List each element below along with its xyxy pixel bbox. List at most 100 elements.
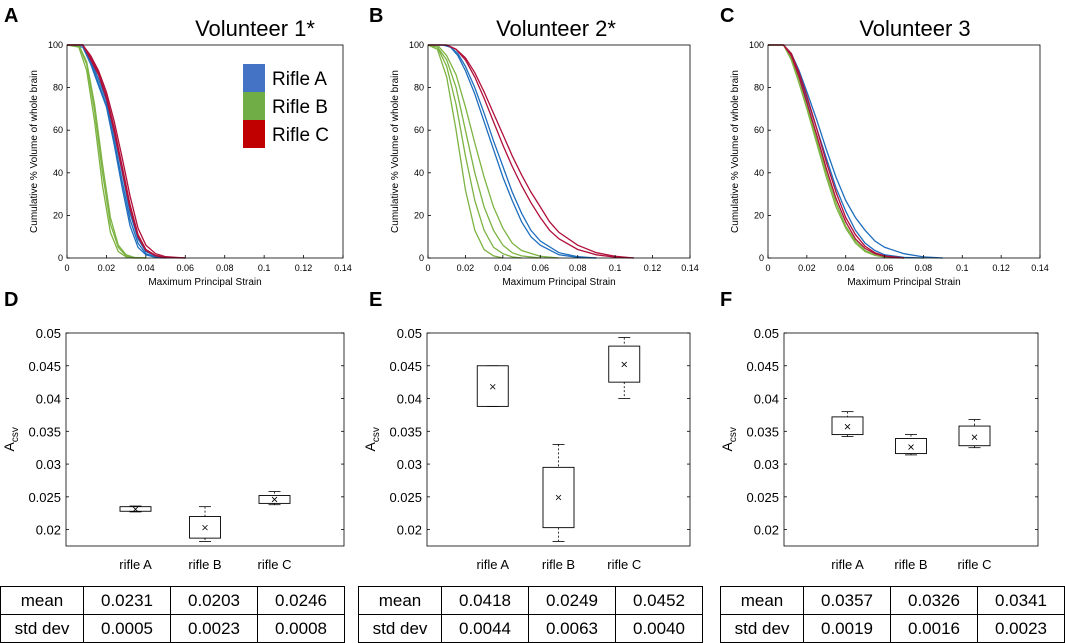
x-tick-label: rifle A <box>476 557 509 572</box>
x-tick-label: 0.08 <box>915 263 933 273</box>
series-rifle-c <box>67 44 186 259</box>
plot-area <box>426 332 691 547</box>
curve-line <box>66 44 146 259</box>
x-tick-label: 0.1 <box>609 263 622 273</box>
curve-line <box>427 44 541 259</box>
x-axis-label: Maximum Principal Strain <box>502 277 615 288</box>
panel-letter: C <box>720 5 734 27</box>
stats-value: 0.0246 <box>257 586 345 615</box>
box-rifle-C <box>958 419 991 449</box>
x-axis-label: Maximum Principal Strain <box>847 277 960 288</box>
curve-line <box>67 44 186 259</box>
y-tick-label: 0.025 <box>746 490 779 505</box>
y-tick-label: 0 <box>58 253 63 263</box>
stats-value: 0.0249 <box>528 586 616 615</box>
x-tick-label: rifle B <box>188 557 221 572</box>
y-tick-label: 40 <box>53 168 63 178</box>
mean-marker <box>271 496 278 503</box>
x-tick-label: rifle B <box>542 557 575 572</box>
stats-value: 0.0203 <box>170 586 258 615</box>
legend-swatch <box>243 120 265 148</box>
y-tick-label: 0.03 <box>397 457 422 472</box>
y-axis-label-subscript: csv <box>10 427 21 442</box>
curve-line <box>67 44 146 259</box>
curve-line <box>428 44 634 259</box>
curve-line <box>428 44 597 259</box>
stats-value: 0.0023 <box>977 614 1065 643</box>
x-tick-label: rifle C <box>258 557 292 572</box>
plot-area <box>427 44 691 259</box>
y-tick-label: 80 <box>754 83 764 93</box>
series-rifle-b <box>427 44 560 259</box>
y-tick-label: 0.03 <box>754 457 779 472</box>
stats-row-label: std dev <box>358 614 442 643</box>
x-tick-label: 0.06 <box>876 263 894 273</box>
y-tick-label: 0 <box>419 253 424 263</box>
mean-marker <box>489 383 496 390</box>
plot-area <box>783 332 1039 547</box>
curve-line <box>66 44 166 259</box>
chart-title: Volunteer 2* <box>496 16 616 41</box>
y-tick-label: 100 <box>409 40 424 50</box>
legend-label: Rifle B <box>272 97 328 118</box>
stats-value: 0.0005 <box>83 614 171 643</box>
stats-value: 0.0452 <box>615 586 703 615</box>
legend-swatch <box>243 92 265 120</box>
curve-line <box>428 44 560 259</box>
curve-line <box>768 44 943 259</box>
y-tick-label: 0.045 <box>28 359 61 374</box>
y-tick-label: 0.03 <box>36 457 61 472</box>
stats-value: 0.0231 <box>83 586 171 615</box>
y-tick-label: 100 <box>749 40 764 50</box>
curve-line <box>67 44 186 259</box>
y-tick-label: 20 <box>53 210 63 220</box>
y-tick-label: 0.02 <box>397 523 422 538</box>
y-tick-label: 100 <box>48 40 63 50</box>
x-tick-label: 0.06 <box>532 263 550 273</box>
series-rifle-b <box>768 44 905 259</box>
mean-marker <box>971 434 978 440</box>
x-tick-label: 0.12 <box>295 263 313 273</box>
x-tick-label: 0.14 <box>1031 263 1049 273</box>
box-rifle-B <box>542 444 575 542</box>
legend-label: Rifle C <box>272 125 329 146</box>
x-tick-label: 0.04 <box>494 263 512 273</box>
plot-area <box>65 332 345 547</box>
y-axis-label: Acsv <box>1 427 21 451</box>
stats-row: std dev 0.0019 0.0016 0.0023 <box>720 614 1065 643</box>
series-rifle-a <box>428 44 597 259</box>
y-tick-label: 0.035 <box>28 424 61 439</box>
stats-value: 0.0023 <box>170 614 258 643</box>
x-tick-label: 0.06 <box>177 263 195 273</box>
stats-row: mean 0.0418 0.0249 0.0452 <box>358 586 703 615</box>
y-tick-label: 0.02 <box>754 523 779 538</box>
y-tick-label: 0.025 <box>28 490 61 505</box>
box-rifle-A <box>476 365 509 407</box>
y-tick-label: 0.045 <box>389 359 422 374</box>
box-body <box>958 425 991 447</box>
stats-value: 0.0044 <box>441 614 529 643</box>
plot-area <box>767 44 1041 259</box>
x-tick-label: rifle C <box>958 557 992 572</box>
x-tick-label: 0.04 <box>137 263 155 273</box>
y-tick-label: 0.02 <box>36 523 61 538</box>
y-tick-label: 0.05 <box>36 326 61 341</box>
stats-value: 0.0040 <box>615 614 703 643</box>
stats-row: std dev 0.0005 0.0023 0.0008 <box>0 614 345 643</box>
panel-letter: A <box>4 5 18 27</box>
panel-B: B Volunteer 2* 0 0.02 0.04 0.06 0.08 0.1 0.12 0.1… <box>369 5 699 288</box>
y-tick-label: 60 <box>414 125 424 135</box>
x-tick-label: 0.12 <box>644 263 662 273</box>
y-tick-label: 0.04 <box>36 392 61 407</box>
x-tick-label: 0.02 <box>798 263 816 273</box>
curve-line <box>768 44 905 259</box>
series-rifle-c <box>768 44 905 259</box>
y-axis-label: Cumulative % Volume of whole brain <box>390 70 401 233</box>
legend: Rifle A Rifle B Rifle C <box>243 64 329 148</box>
panel-letter: D <box>4 289 18 311</box>
curve-line <box>427 44 522 259</box>
series-rifle-a <box>768 44 943 259</box>
x-tick-label: rifle A <box>831 557 864 572</box>
series-rifle-a <box>66 44 166 259</box>
y-tick-label: 0.05 <box>754 326 779 341</box>
